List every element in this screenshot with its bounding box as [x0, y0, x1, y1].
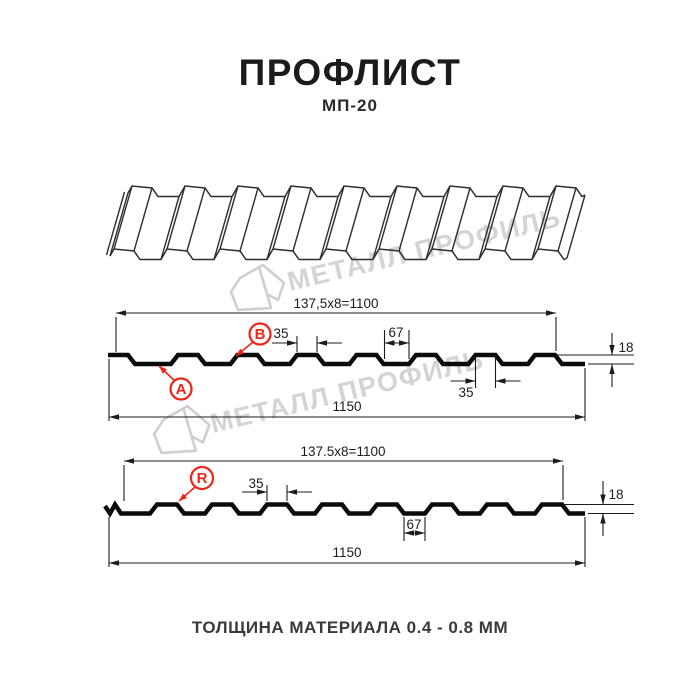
- marker-r-letter: R: [197, 470, 208, 487]
- dim-pitch-label: 137.5x8=1100: [301, 444, 386, 459]
- dim-rib-top-label: 35: [273, 326, 288, 341]
- dim-total-label: 1150: [332, 399, 361, 414]
- dim-valley-label: 67: [406, 517, 421, 532]
- dim-height-label: 18: [608, 487, 623, 502]
- callout-letters: A B R: [176, 326, 266, 487]
- dim-total-label: 1150: [332, 545, 361, 560]
- profile-bottom-dimensions: 137.5x8=1100 35 67 18 1150: [248, 444, 623, 560]
- watermark-text: МЕТАЛЛ ПРОФИЛЬ: [207, 344, 487, 439]
- thickness-note: ТОЛЩИНА МАТЕРИАЛА 0.4 - 0.8 ММ: [191, 618, 509, 637]
- callout-markers: [158, 322, 272, 502]
- dim-rib-top-label: 35: [248, 476, 263, 491]
- marker-a-letter: A: [176, 381, 187, 398]
- dim-rib-bottom-label: 35: [458, 385, 473, 400]
- product-code: МП-20: [322, 96, 378, 115]
- profile-top-dimensions: 137,5x8=1100 35 67 35 18 1150: [273, 296, 633, 414]
- dim-valley-label: 67: [388, 325, 403, 340]
- metal-profil-logo-icon: [229, 263, 286, 312]
- page-title: ПРОФЛИСТ: [238, 52, 462, 93]
- metal-profil-logo-icon: [152, 404, 211, 455]
- dim-pitch-label: 137,5x8=1100: [294, 296, 379, 311]
- dim-height-label: 18: [618, 340, 633, 355]
- marker-b-letter: B: [255, 326, 266, 343]
- line-art: [103, 185, 634, 567]
